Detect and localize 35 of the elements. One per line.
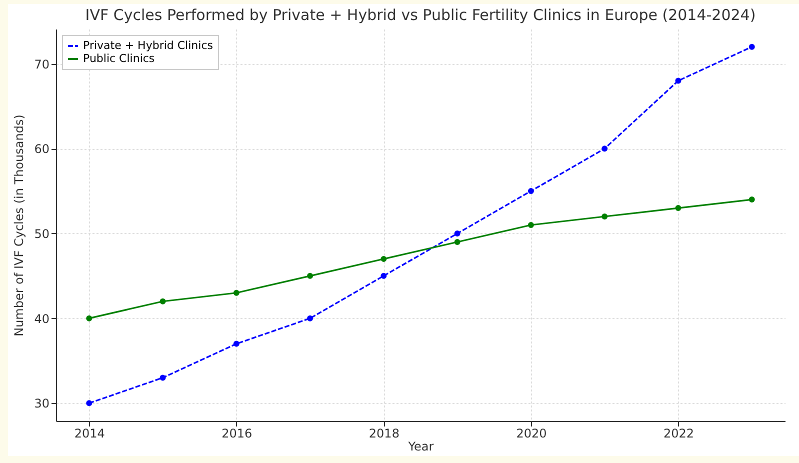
point: [675, 78, 682, 84]
y-tick-label: 40: [34, 312, 50, 326]
point: [602, 146, 608, 152]
point: [748, 44, 755, 50]
y-tick-label: 60: [34, 142, 50, 156]
x-tick-label: 2016: [222, 426, 252, 440]
point: [528, 222, 534, 228]
chart-title: IVF Cycles Performed by Private + Hybrid vs Public Fertility Clinics in Europe (2014-2024): [85, 6, 756, 24]
x-tick-label: 2020: [516, 426, 547, 440]
legend-label: Private + Hybrid Clinics: [83, 39, 214, 52]
point: [86, 400, 92, 406]
point: [454, 230, 460, 236]
x-axis-title: Year: [407, 440, 434, 454]
x-tick-label: 2022: [663, 426, 694, 440]
point: [233, 340, 240, 347]
point: [160, 374, 166, 381]
y-tick-label: 30: [34, 396, 50, 411]
point: [675, 205, 682, 212]
point: [748, 196, 755, 203]
point: [602, 214, 608, 220]
x-tick-label: 2018: [368, 426, 400, 440]
x-tick-label: 2014: [74, 426, 105, 440]
point: [528, 188, 534, 194]
y-axis-title: Number of IVF Cycles (in Thousands): [12, 114, 26, 336]
point: [86, 315, 92, 322]
point: [380, 256, 387, 262]
point: [160, 298, 166, 304]
legend-label: Public Clinics: [83, 52, 155, 65]
point: [233, 290, 240, 296]
y-tick-label: 70: [34, 57, 50, 72]
point: [380, 272, 387, 279]
y-tick-label: 50: [34, 226, 50, 241]
point: [454, 238, 460, 245]
point: [307, 315, 314, 322]
point: [307, 272, 314, 279]
